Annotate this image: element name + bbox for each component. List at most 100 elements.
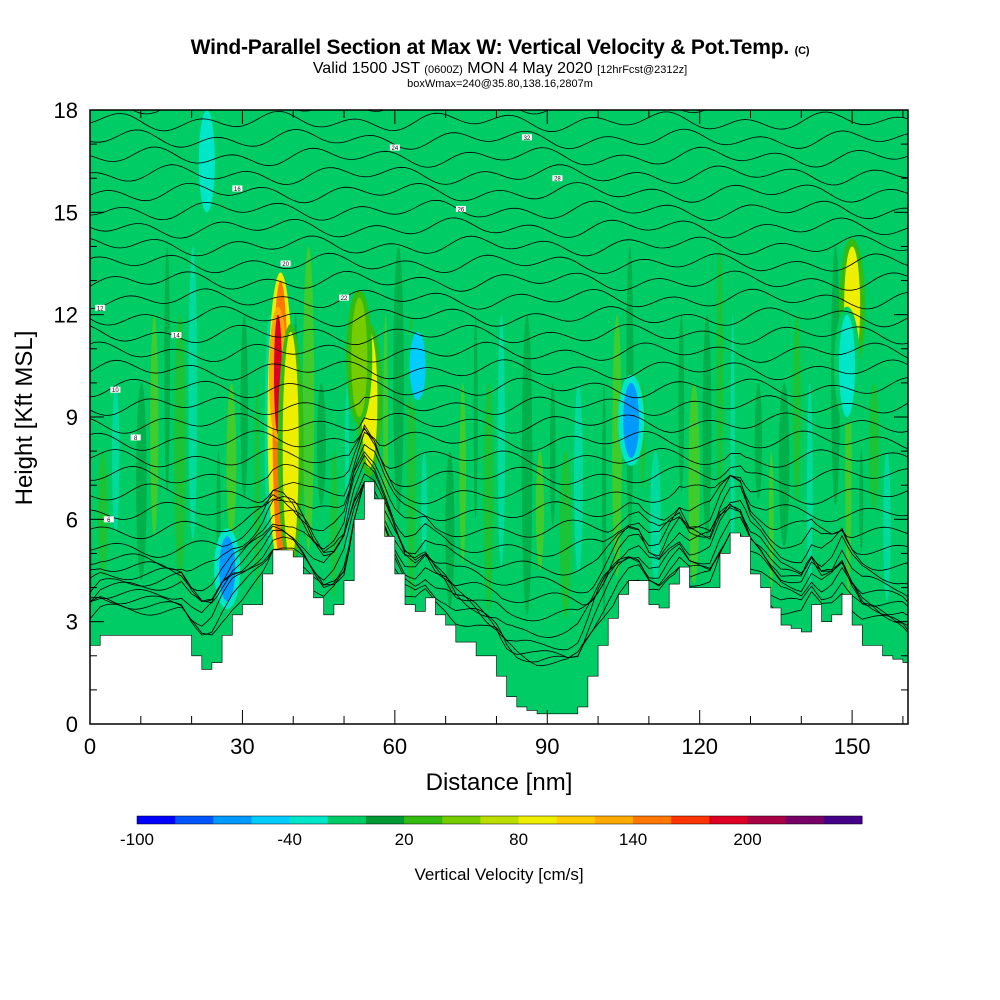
isentrope-line xyxy=(90,377,908,399)
velocity-feature-downdraft xyxy=(409,331,426,400)
isentrope-label: 28 xyxy=(552,175,563,183)
chart-title-block: Wind-Parallel Section at Max W: Vertical… xyxy=(0,36,1000,90)
isentrope-line xyxy=(90,323,908,346)
terrain xyxy=(90,481,908,724)
box-wmax-info: boxWmax=240@35.80,138.16,2807m xyxy=(407,78,593,90)
isentrope-label-text: 12 xyxy=(97,306,104,312)
isentrope-line xyxy=(90,461,908,576)
valid-time: Valid 1500 JST xyxy=(312,60,420,77)
isentrope-label-bg xyxy=(455,205,466,212)
y-tick-label: 18 xyxy=(54,98,78,123)
isentrope-label: 26 xyxy=(455,205,466,213)
isentrope-label: 14 xyxy=(171,332,182,340)
y-tick-label: 6 xyxy=(66,507,78,532)
colorbar-tick-label: 80 xyxy=(509,830,528,849)
isentrope-line xyxy=(90,235,908,257)
velocity-streak xyxy=(678,314,685,493)
isentrope-label: 12 xyxy=(95,304,106,312)
isentrope-line xyxy=(90,480,908,622)
velocity-streak xyxy=(549,382,556,527)
colorbar-frame xyxy=(136,815,863,825)
isentrope-line xyxy=(90,252,908,275)
isentrope-line xyxy=(90,306,908,328)
chart-title: Wind-Parallel Section at Max W: Vertical… xyxy=(0,36,1000,63)
velocity-streak xyxy=(688,382,700,585)
isentrope-line xyxy=(90,164,908,186)
velocity-streak xyxy=(573,382,583,574)
isentrope-line xyxy=(90,481,908,606)
velocity-streak xyxy=(254,382,260,591)
x-tick-label: 60 xyxy=(383,734,407,759)
x-tick-label: 30 xyxy=(230,734,254,759)
isentrope-label-bg xyxy=(130,434,141,441)
isentrope-label: 20 xyxy=(280,260,291,268)
velocity-streak xyxy=(511,246,517,523)
isentrope-label-bg xyxy=(389,144,400,151)
isentrope-line xyxy=(90,451,908,540)
y-tick-label: 12 xyxy=(54,303,78,328)
velocity-feature-downdraft xyxy=(219,536,236,602)
colorbar-segment xyxy=(213,816,252,824)
isentrope-label-bg xyxy=(521,134,532,141)
chart-subtitle: Valid 1500 JST (0600Z) MON 4 May 2020 [1… xyxy=(0,61,1000,78)
velocity-streak xyxy=(716,246,724,496)
colorbar-segment xyxy=(823,816,863,824)
colorbar-segment xyxy=(594,816,634,824)
isentrope-label-text: 14 xyxy=(173,334,180,340)
velocity-streak xyxy=(393,246,404,513)
forecast-info: [12hrFcst@2312z] xyxy=(597,64,688,76)
colorbar-tick-label: 140 xyxy=(619,830,647,849)
velocity-streak xyxy=(164,246,170,493)
velocity-streak xyxy=(778,382,790,547)
velocity-streak xyxy=(136,382,147,581)
isentrope-label-text: 22 xyxy=(341,296,348,302)
colorbar-segment xyxy=(137,816,176,824)
valid-time-utc: (0600Z) xyxy=(424,64,463,76)
isentrope-line xyxy=(90,412,908,434)
velocity-streak xyxy=(459,382,467,564)
colorbar-segment xyxy=(365,816,405,824)
isentrope-line xyxy=(90,480,908,651)
isentrope-label-bg xyxy=(280,260,291,267)
velocity-streak xyxy=(174,314,186,585)
velocity-streak xyxy=(521,314,533,615)
copyright-mark: (C) xyxy=(794,45,810,57)
velocity-feature-downdraft xyxy=(839,314,856,418)
velocity-feature-updraft xyxy=(351,297,368,417)
velocity-feature-updraft xyxy=(282,331,299,561)
isentrope-line xyxy=(90,270,908,292)
colorbar-tick-label: -100 xyxy=(120,830,154,849)
isentrope-label: 24 xyxy=(389,144,400,152)
y-axis-label: Height [Kft MSL] xyxy=(11,331,38,506)
isentrope-line xyxy=(90,427,908,469)
velocity-streak xyxy=(897,382,903,557)
colorbar-segment xyxy=(671,816,710,824)
colorbar-segment xyxy=(175,816,214,824)
velocity-streak xyxy=(535,451,544,571)
colorbar-tick-label: 200 xyxy=(733,830,761,849)
isentrope-label-bg xyxy=(110,386,121,393)
velocity-streak xyxy=(316,382,326,506)
chart-title-text: Wind-Parallel Section at Max W: Vertical… xyxy=(190,36,790,59)
isentrope-label-bg xyxy=(103,516,114,523)
isentrope-line xyxy=(90,217,908,239)
isentrope-line xyxy=(90,480,908,638)
velocity-streak xyxy=(497,314,505,568)
isentrope-line xyxy=(90,480,908,663)
velocity-streak xyxy=(431,382,443,516)
velocity-streak xyxy=(754,382,763,499)
colorbar-segment xyxy=(747,816,787,824)
velocity-streak xyxy=(97,451,108,578)
y-tick-label: 3 xyxy=(66,610,78,635)
colorbar-segment xyxy=(480,816,520,824)
isentrope-label-text: 24 xyxy=(392,146,399,152)
isentrope-line xyxy=(90,428,908,452)
colorbar-segment xyxy=(785,816,825,824)
velocity-feature-downdraft xyxy=(198,110,215,213)
isentrope-label-text: 20 xyxy=(282,262,289,268)
colorbar-segment xyxy=(289,816,329,824)
velocity-streak xyxy=(806,382,813,595)
colorbar-segment xyxy=(709,816,749,824)
isentrope-line xyxy=(90,146,908,168)
